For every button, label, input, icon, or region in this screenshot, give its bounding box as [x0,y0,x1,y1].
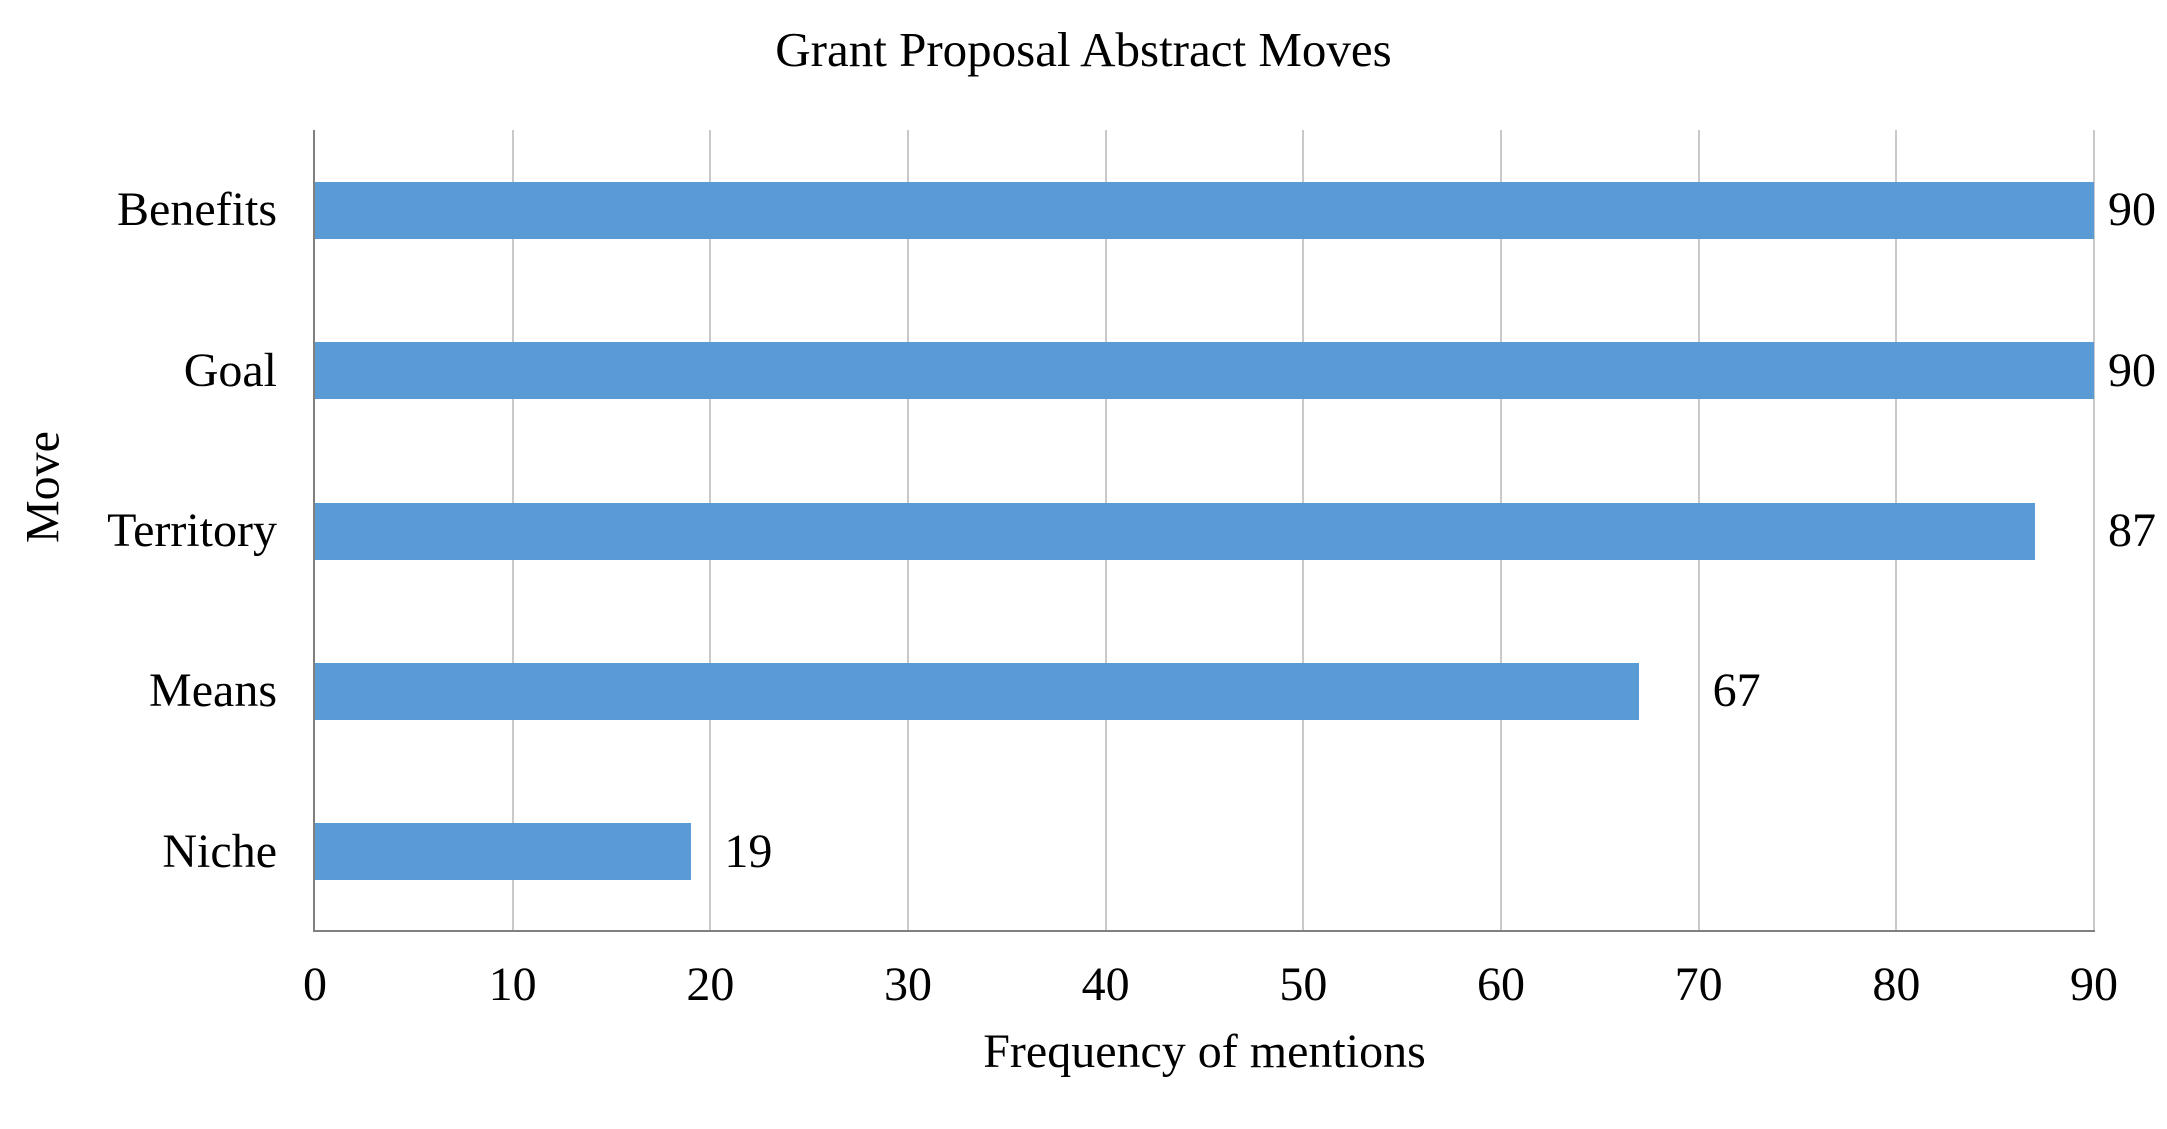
x-tick-label: 80 [1872,958,1921,1011]
x-tick-label: 70 [1674,958,1723,1011]
x-tick-label: 40 [1081,958,1130,1011]
category-label: Territory [107,504,277,557]
gridline-90 [2093,130,2095,930]
bar-benefits [315,181,2094,239]
bar-value-label: 90 [2108,183,2156,237]
bar-means [315,662,1640,720]
x-tick-label: 10 [488,958,537,1011]
y-axis-line [313,130,315,932]
category-label: Means [149,664,277,718]
x-tick-label: 60 [1477,958,1525,1011]
x-tick-label: 90 [2070,958,2118,1011]
bar-niche [315,823,691,881]
x-tick-label: 20 [686,958,735,1011]
bar-value-label: 90 [2108,343,2156,397]
bar-value-label: 67 [1712,664,1761,718]
chart-title: Grant Proposal Abstract Moves [775,22,1392,77]
x-tick-label: 50 [1279,958,1328,1011]
bar-territory [315,502,2035,560]
category-label: Benefits [117,183,277,237]
x-axis-title: Frequency of mentions [983,1025,1426,1078]
category-label: Goal [183,343,277,397]
category-label: Niche [162,824,277,878]
x-axis-line [313,930,2095,932]
bar-value-label: 87 [2108,504,2156,557]
bar-value-label: 19 [724,824,773,878]
bar-goal [315,342,2094,400]
x-tick-label: 30 [884,958,932,1011]
x-tick-label: 0 [303,958,327,1011]
